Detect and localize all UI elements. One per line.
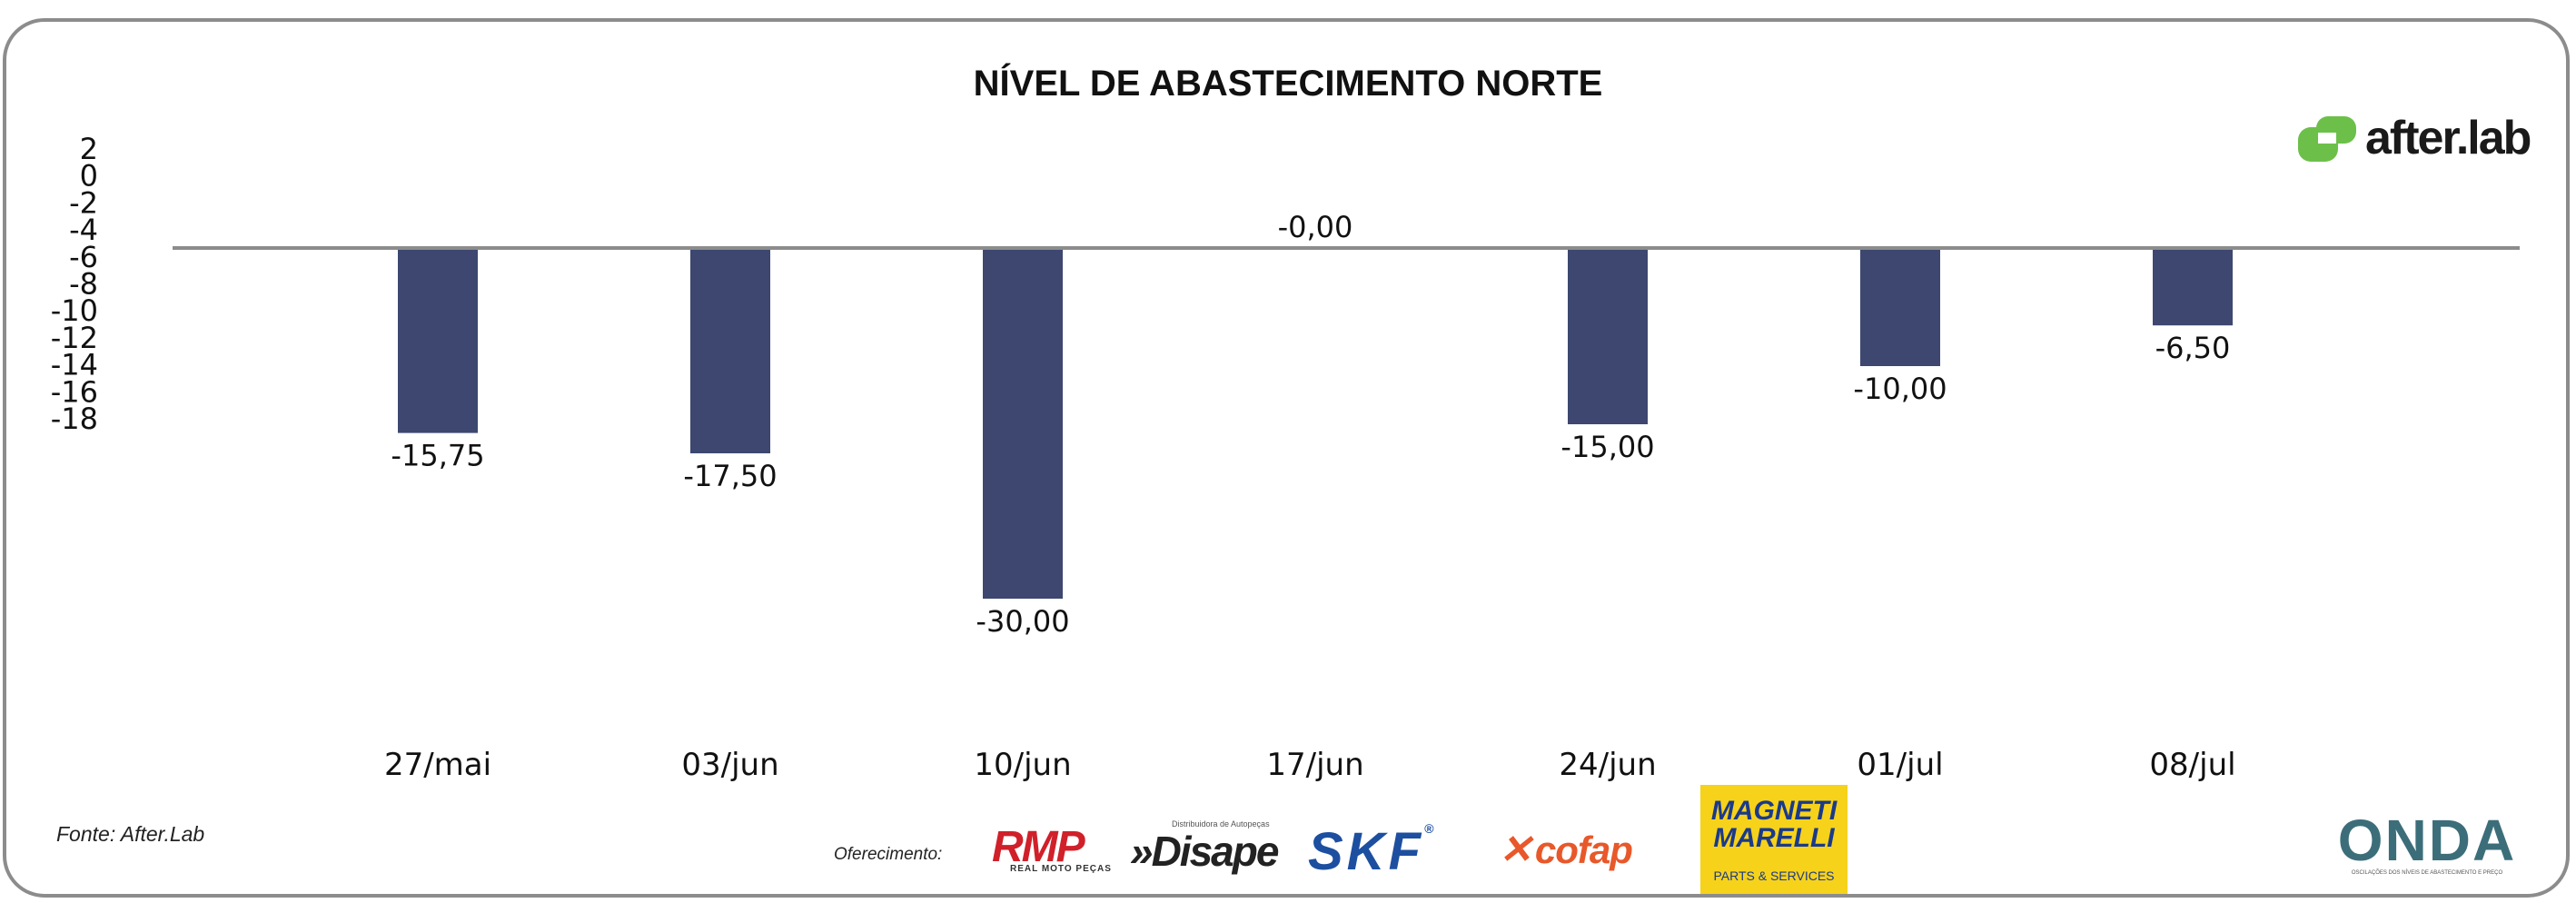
x-tick-label: 01/jul <box>1857 747 1943 783</box>
x-tick-label: 27/mai <box>384 747 491 783</box>
disape-logo-subtext: Distribuidora de Autopeças <box>1172 819 1270 829</box>
disape-logo: Distribuidora de Autopeças »Disape <box>1130 819 1293 875</box>
x-tick-label: 10/jun <box>974 747 1071 783</box>
bar <box>983 250 1063 599</box>
x-tick-label: 08/jul <box>2149 747 2235 783</box>
y-tick-label: -12 <box>51 321 98 355</box>
magneti-marelli-logo: MAGNETI MARELLI PARTS & SERVICES <box>1700 785 1848 894</box>
disape-logo-text: »Disape <box>1130 828 1279 875</box>
cofap-x-icon: ✕ <box>1499 828 1532 872</box>
y-tick-label: -4 <box>69 213 98 247</box>
onda-logo-subtext: OSCILAÇÕES DOS NÍVEIS DE ABASTECIMENTO E… <box>2351 870 2503 876</box>
y-tick-label: -10 <box>51 293 98 328</box>
source-note: Fonte: After.Lab <box>56 822 205 846</box>
data-label: -17,50 <box>683 459 777 493</box>
data-label: -10,00 <box>1853 372 1947 406</box>
y-tick-label: -2 <box>69 185 98 220</box>
y-tick-label: -6 <box>69 240 98 274</box>
data-label: -15,75 <box>391 439 484 473</box>
skf-logo-text: SKF <box>1308 822 1424 881</box>
x-tick-label: 24/jun <box>1559 747 1656 783</box>
x-tick-label: 17/jun <box>1266 747 1363 783</box>
data-label: -15,00 <box>1560 430 1654 464</box>
magneti-marelli-logo-text: MAGNETI MARELLI <box>1710 796 1838 853</box>
after-lab-logo-icon <box>2298 116 2356 162</box>
magneti-marelli-logo-subtext: PARTS & SERVICES <box>1713 868 1835 883</box>
y-tick-label: -8 <box>69 267 98 302</box>
y-tick-label: 2 <box>80 132 98 166</box>
data-label: -6,50 <box>2155 331 2231 365</box>
data-label: -0,00 <box>1278 210 1353 244</box>
rmp-logo: RMP REAL MOTO PEÇAS <box>992 822 1114 877</box>
onda-logo-text: ONDA <box>2337 808 2517 873</box>
bar <box>1568 250 1648 424</box>
bar <box>1860 250 1940 366</box>
after-lab-logo: after.lab <box>2296 107 2555 171</box>
y-tick-label: 0 <box>80 159 98 194</box>
x-tick-label: 03/jun <box>681 747 778 783</box>
chart-title: NÍVEL DE ABASTECIMENTO NORTE <box>973 64 1603 104</box>
cofap-logo: ✕cofap <box>1499 827 1671 872</box>
y-tick-label: -18 <box>51 402 98 436</box>
cofap-logo-text: cofap <box>1534 829 1633 871</box>
after-lab-logo-text: after.lab <box>2365 112 2531 164</box>
bar <box>398 250 478 433</box>
skf-logo: SKF® <box>1308 821 1481 881</box>
data-label: -30,00 <box>976 604 1069 639</box>
bar <box>690 250 770 453</box>
registered-icon: ® <box>1424 821 1438 836</box>
chart-frame <box>3 18 2570 898</box>
y-tick-label: -14 <box>51 348 98 382</box>
bar <box>2153 250 2233 326</box>
rmp-logo-subtext: REAL MOTO PEÇAS <box>1010 864 1112 874</box>
offer-label: Oferecimento: <box>834 845 943 864</box>
rmp-logo-text: RMP <box>992 823 1085 871</box>
y-tick-label: -16 <box>51 374 98 409</box>
onda-logo: ONDA OSCILAÇÕES DOS NÍVEIS DE ABASTECIME… <box>2336 807 2518 879</box>
